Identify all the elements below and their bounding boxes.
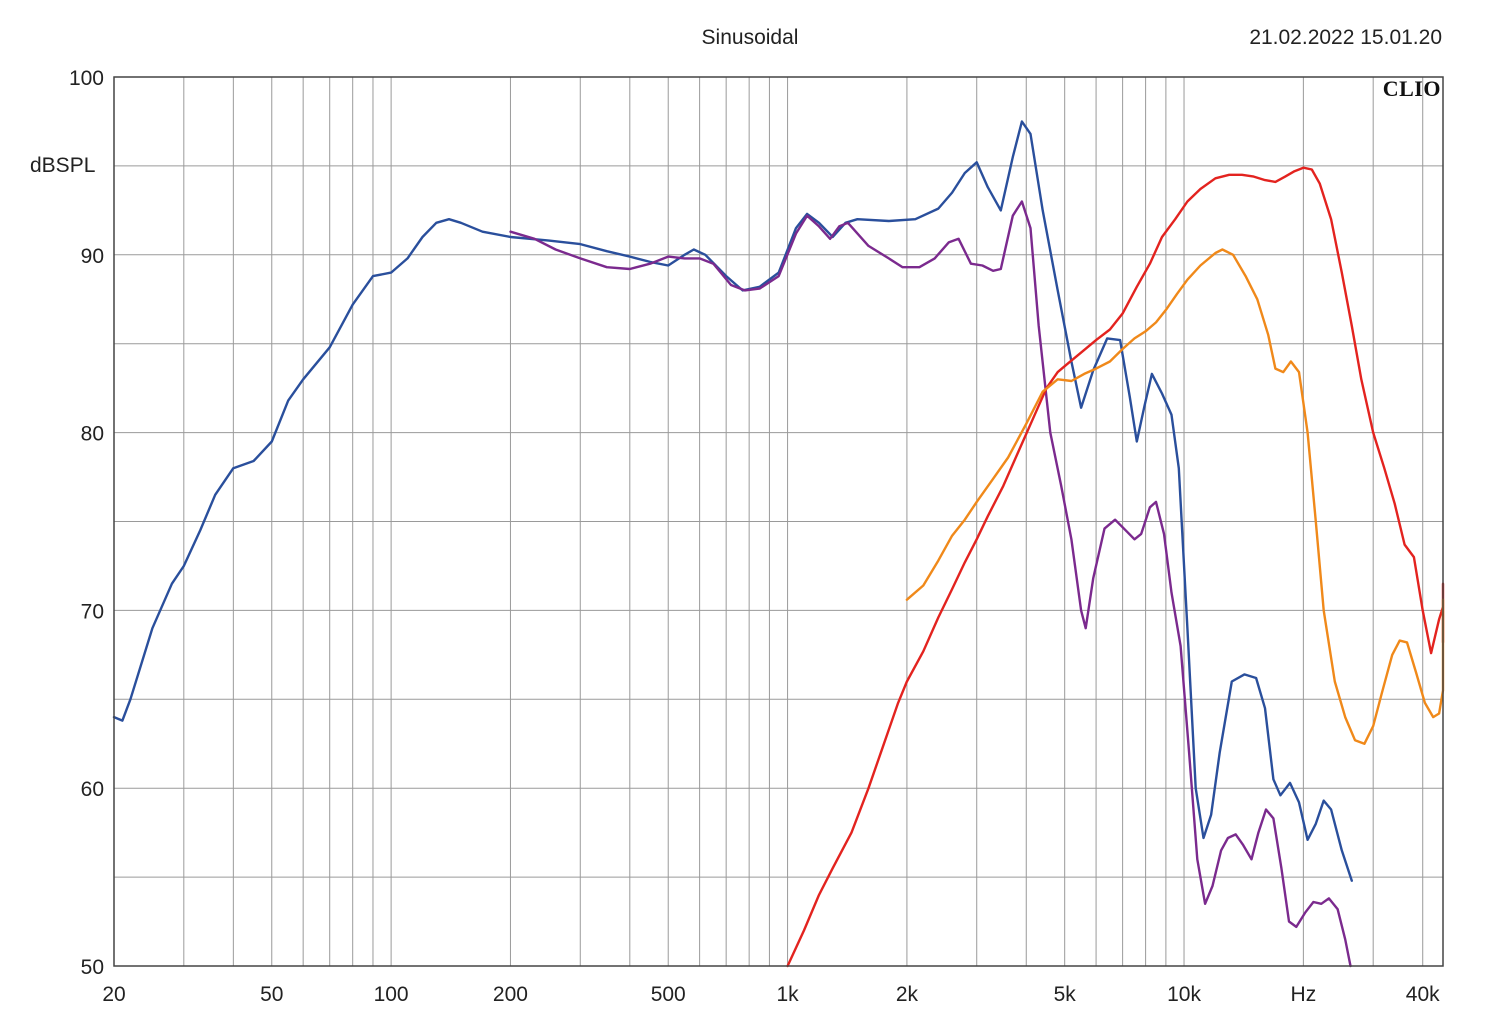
timestamp: 21.02.2022 15.01.20 <box>1249 26 1442 49</box>
chart-title: Sinusoidal <box>701 26 799 49</box>
x-tick-label: 100 <box>374 983 409 1006</box>
series-line-2 <box>509 200 1352 968</box>
x-tick-label: 40k <box>1406 983 1440 1006</box>
x-tick-label: 200 <box>493 983 528 1006</box>
y-tick-label: 70 <box>81 600 104 623</box>
x-tick-label: 1k <box>776 983 799 1006</box>
y-axis-label: dBSPL <box>30 154 96 177</box>
x-tick-label: 50 <box>260 983 283 1006</box>
x-tick-label: 5k <box>1054 983 1077 1006</box>
y-tick-label: 60 <box>81 778 104 801</box>
plot-frame <box>113 76 1444 967</box>
series-line-1 <box>112 120 1353 882</box>
x-tick-label: 500 <box>651 983 686 1006</box>
x-tick-label: 2k <box>896 983 919 1006</box>
series-layer <box>112 120 1445 968</box>
tick-labels: 20 50 100 200 500 1k 2k 5k 10k Hz 40k 100 90 80 70 60 50 <box>69 67 1440 1006</box>
x-tick-label: 10k <box>1167 983 1201 1006</box>
clio-logo: CLIO <box>1382 76 1441 101</box>
y-tick-label: 90 <box>81 245 104 268</box>
grid <box>113 76 1443 967</box>
x-tick-label: Hz <box>1291 983 1317 1006</box>
y-tick-label: 50 <box>81 956 104 979</box>
y-tick-label: 100 <box>69 67 104 90</box>
y-tick-label: 80 <box>81 423 104 446</box>
series-line-3 <box>786 166 1445 968</box>
series-line-4 <box>905 248 1445 745</box>
x-tick-label: 20 <box>102 983 125 1006</box>
